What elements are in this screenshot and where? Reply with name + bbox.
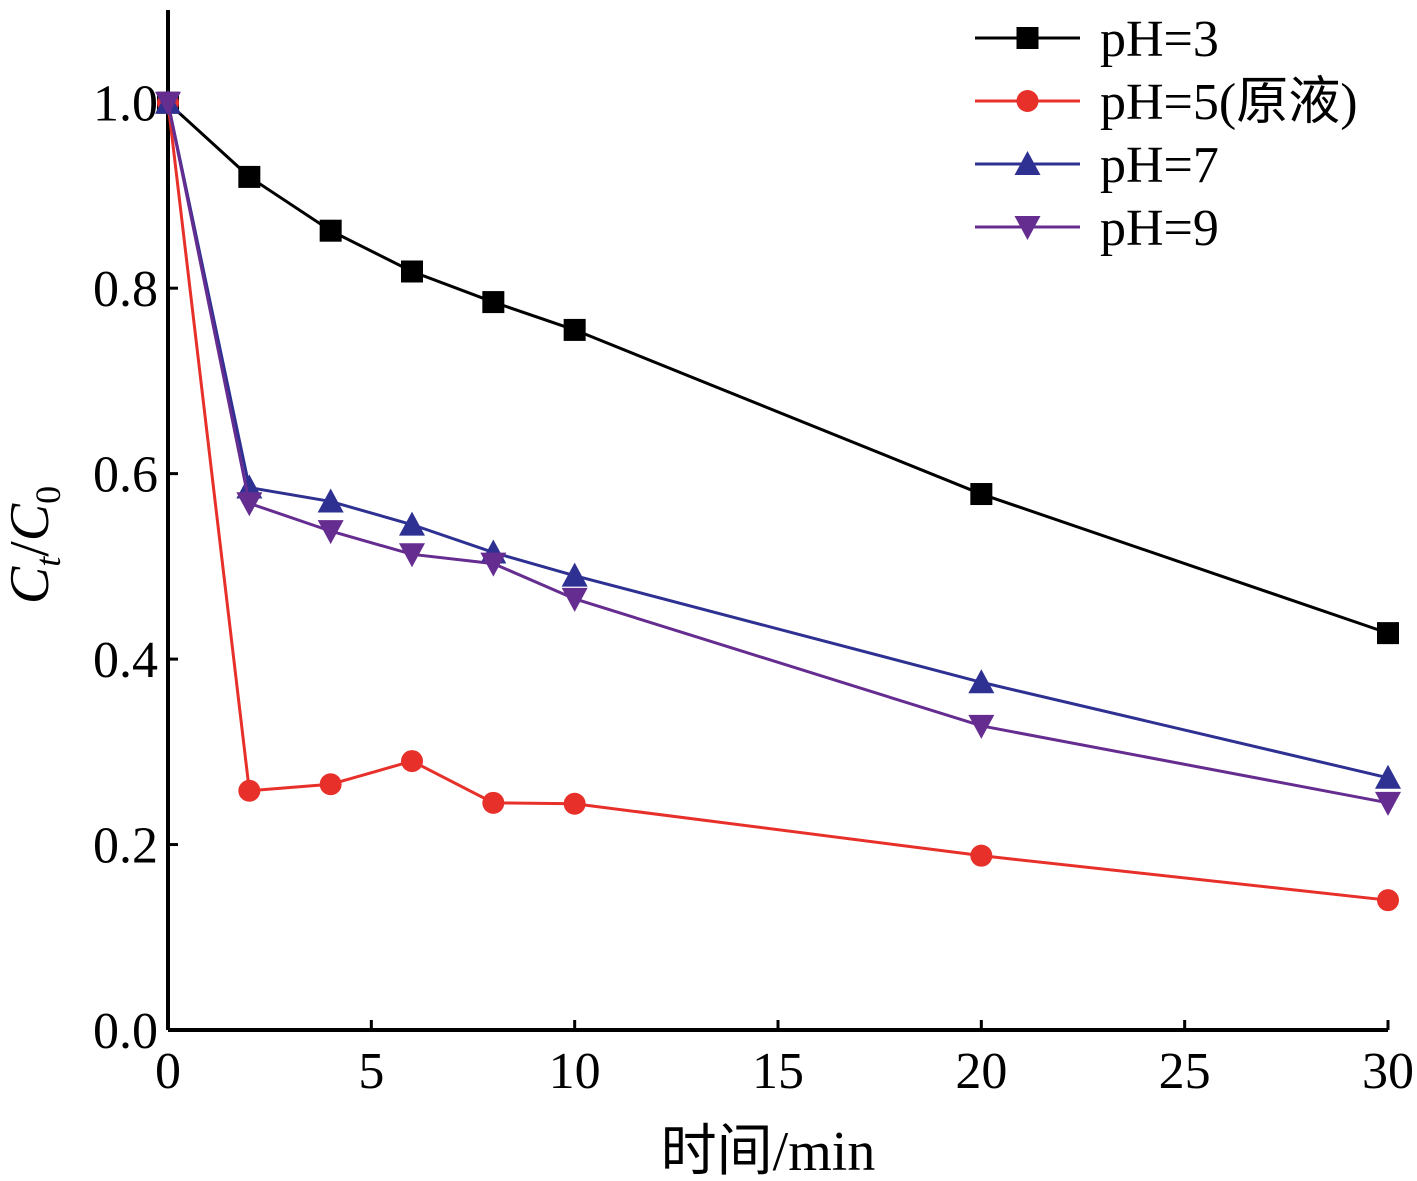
data-point [968,714,995,739]
data-point [563,318,586,341]
y-axis-title: Ct/C0 [0,486,68,604]
y-axis-title-slash: / [0,541,61,557]
x-tick-label: 25 [1159,1043,1211,1100]
legend-label: pH=3 [1100,11,1219,68]
data-point [482,291,505,314]
data-point [970,844,993,867]
y-tick-label: 0.4 [93,632,158,689]
x-tick-label: 0 [155,1043,181,1100]
legend-entry: pH=5(原液) [975,74,1358,131]
y-axis-title-c2: C [0,503,61,541]
legend-entry: pH=7 [975,137,1219,194]
data-point [561,587,588,612]
legend-entry: pH=3 [975,11,1219,68]
data-point [563,792,586,815]
data-point [238,779,261,802]
y-axis-title-sub1: t [28,556,68,567]
series-layer [155,89,1401,912]
data-point [236,492,263,517]
y-axis-title-c1: C [0,566,61,604]
data-point [1375,791,1401,816]
x-axis-title: 时间/min [661,1121,876,1181]
y-tick-label: 0.8 [93,261,158,318]
data-point [317,488,344,513]
y-tick-label: 0.6 [93,447,158,504]
data-point [968,669,995,694]
x-tick-label: 5 [358,1043,384,1100]
data-point [399,511,425,536]
data-point [482,791,505,814]
y-tick-label: 1.0 [93,76,158,133]
x-tick-label: 10 [549,1043,601,1100]
data-point [317,520,344,545]
x-tick-label: 15 [752,1043,804,1100]
data-point [401,750,423,773]
legend-label: pH=5(原液) [1100,74,1358,131]
series-line [166,102,1389,902]
data-point [970,483,993,506]
data-point [319,219,342,242]
series-line [166,101,1389,635]
data-point [561,562,588,587]
legend-label: pH=7 [1100,137,1219,194]
axes: 0 5 10 15 20 25 30 0.0 0.2 0.4 0.6 0.8 1.0 [93,10,1414,1100]
data-point [401,260,423,283]
legend-entry: pH=9 [975,200,1219,257]
series-4 [155,91,1401,816]
data-point [1375,764,1401,789]
legend-marker [1014,216,1041,240]
legend-label: pH=9 [1100,200,1219,257]
y-axis-title-sub2: 0 [28,486,68,504]
legend: pH=3 pH=5(原液) pH=7 pH=9 [975,11,1358,257]
data-point [238,165,261,188]
data-point [1377,622,1399,645]
data-point [399,543,425,568]
data-point [155,91,181,116]
series-3 [155,89,1401,789]
y-tick-label: 0.0 [93,1003,158,1060]
series-line [166,102,1389,805]
x-tick-label: 30 [1362,1043,1414,1100]
y-tick-label: 0.2 [93,818,158,875]
legend-marker [1014,151,1041,175]
series-line [166,102,1389,780]
data-point [319,773,342,796]
legend-marker [1016,90,1039,112]
x-tick-label: 20 [955,1043,1007,1100]
data-point [480,552,507,577]
data-point [1377,889,1399,912]
legend-marker [1016,27,1039,49]
